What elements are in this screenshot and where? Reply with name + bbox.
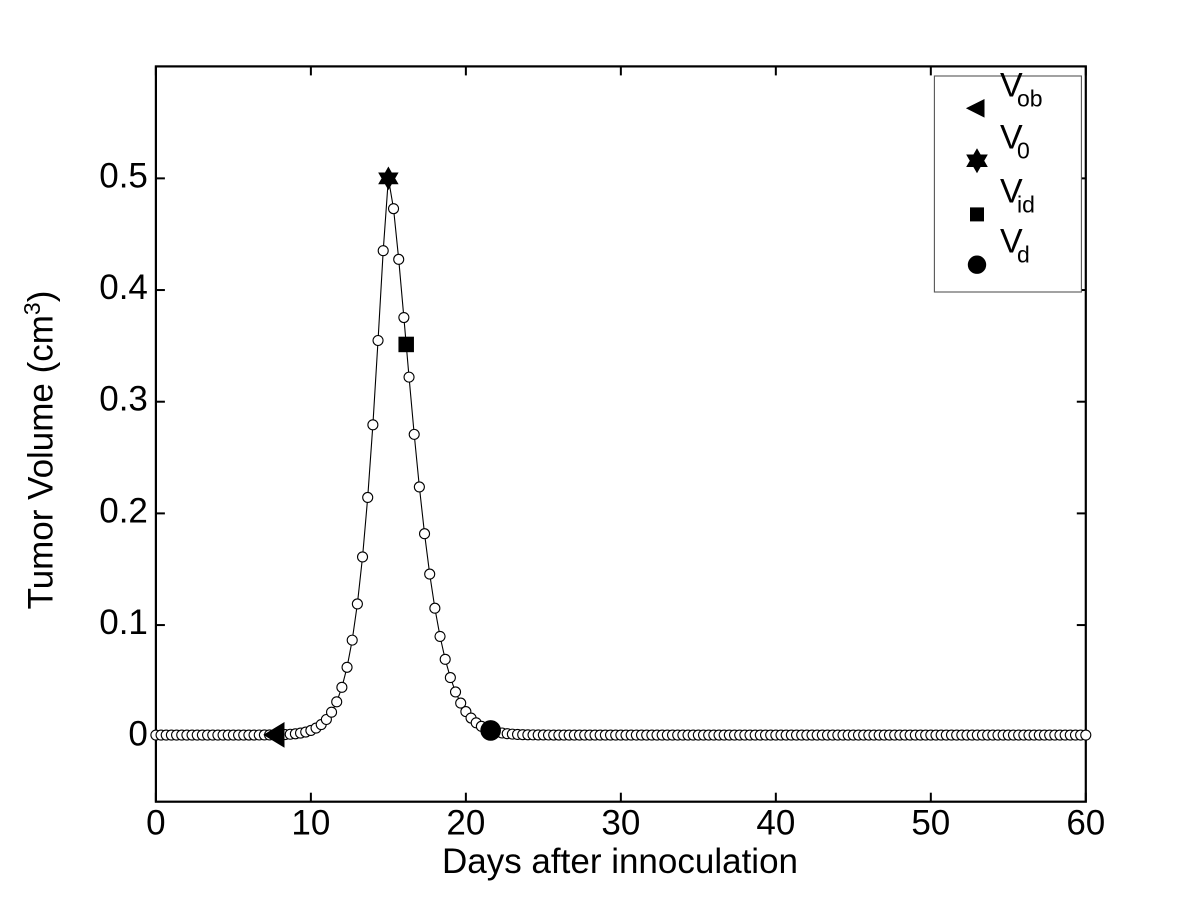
svg-text:d: d bbox=[1017, 242, 1030, 268]
svg-text:0.3: 0.3 bbox=[99, 380, 148, 419]
svg-text:10: 10 bbox=[291, 804, 330, 843]
svg-text:0.2: 0.2 bbox=[99, 491, 148, 530]
svg-text:0: 0 bbox=[146, 804, 165, 843]
svg-text:60: 60 bbox=[1066, 804, 1105, 843]
svg-text:id: id bbox=[1017, 191, 1035, 217]
svg-text:40: 40 bbox=[756, 804, 795, 843]
svg-text:20: 20 bbox=[446, 804, 485, 843]
svg-text:0.5: 0.5 bbox=[99, 156, 148, 195]
svg-text:0.1: 0.1 bbox=[99, 603, 148, 642]
svg-text:0.4: 0.4 bbox=[99, 268, 148, 307]
svg-text:50: 50 bbox=[911, 804, 950, 843]
svg-text:ob: ob bbox=[1017, 85, 1043, 111]
svg-text:30: 30 bbox=[601, 804, 640, 843]
svg-text:0: 0 bbox=[128, 715, 147, 754]
svg-text:0: 0 bbox=[1017, 138, 1030, 164]
